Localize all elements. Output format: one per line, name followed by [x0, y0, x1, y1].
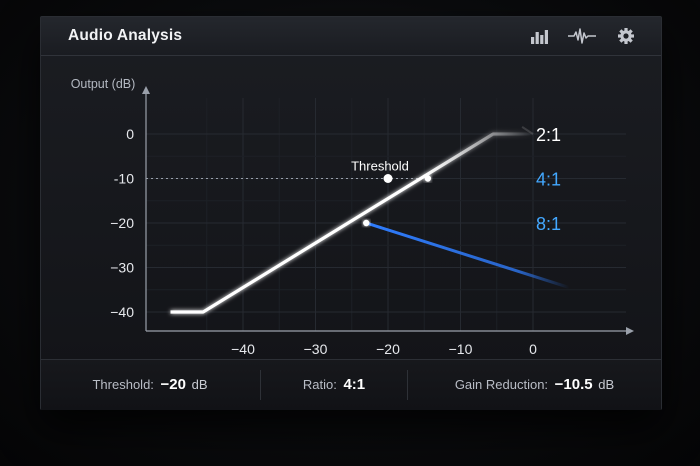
compression-curve-plot: 0 -10 −20 −30 −40 −40 −30 −20 −10 0 Output (dB) Th…	[71, 77, 634, 357]
x-axis-arrow	[626, 327, 634, 335]
series-label: 8:1	[536, 214, 561, 234]
y-tick-label: 0	[126, 126, 134, 142]
threshold-marker	[383, 174, 393, 183]
knee-point-8-1	[363, 219, 370, 227]
threshold-label: Threshold	[351, 159, 409, 174]
status-footer: Threshold: −20 dB Ratio: 4:1 Gain Reduct…	[41, 359, 661, 410]
chart-ticks: 0 -10 −20 −30 −40 −40 −30 −20 −10 0	[110, 126, 537, 357]
threshold-label: Threshold:	[92, 377, 154, 392]
chart-labels: Output (dB) Threshold 2:1 4:1 8:1	[71, 77, 561, 234]
series-line-2-1	[170, 132, 533, 314]
bar-chart-icon[interactable]	[529, 27, 551, 45]
x-tick-label: −30	[304, 341, 328, 357]
x-tick-label: −10	[449, 341, 473, 357]
y-tick-label: −40	[110, 304, 134, 320]
gain-reduction-label: Gain Reduction:	[454, 377, 549, 392]
chart-grid	[146, 98, 626, 331]
y-tick-label: −30	[110, 260, 134, 276]
ratio-label: Ratio:	[302, 377, 337, 392]
y-axis-label: Output (dB)	[71, 77, 136, 91]
ratio-value: 4:1	[343, 376, 366, 393]
ratio-slope-line	[365, 221, 570, 289]
series-label: 2:1	[536, 125, 561, 145]
y-tick-label: -10	[114, 171, 134, 187]
chart-series	[146, 126, 570, 314]
panel-header: Audio Analysis	[41, 17, 661, 56]
series-tail	[521, 126, 534, 135]
threshold-unit: dB	[191, 377, 208, 392]
audio-analysis-panel: Audio Analysis	[40, 16, 662, 410]
threshold-readout: Threshold: −20 dB	[41, 360, 259, 410]
x-tick-label: −20	[376, 341, 400, 357]
gain-reduction-value: −10.5	[554, 376, 593, 393]
ratio-readout: Ratio: 4:1	[261, 360, 407, 410]
footer-divider	[407, 370, 408, 400]
threshold-value: −20	[160, 376, 186, 393]
knee-point-4-1	[424, 175, 432, 182]
waveform-icon[interactable]	[568, 27, 596, 45]
x-tick-label: −40	[231, 341, 255, 357]
y-tick-label: −20	[110, 215, 134, 231]
panel-title: Audio Analysis	[68, 27, 183, 44]
gain-reduction-readout: Gain Reduction: −10.5 dB	[408, 360, 661, 410]
gain-reduction-unit: dB	[598, 377, 615, 392]
gear-icon[interactable]	[616, 27, 636, 45]
y-axis-arrow	[142, 86, 150, 94]
compression-chart: 0 -10 −20 −30 −40 −40 −30 −20 −10 0 Output (dB) Th…	[41, 56, 661, 358]
footer-divider	[260, 370, 261, 400]
chart-axes	[142, 86, 634, 335]
x-tick-label: 0	[529, 341, 537, 357]
series-label: 4:1	[536, 170, 561, 190]
